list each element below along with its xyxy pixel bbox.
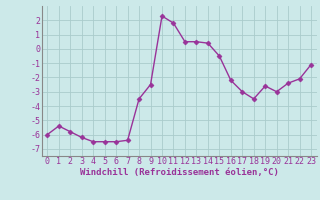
X-axis label: Windchill (Refroidissement éolien,°C): Windchill (Refroidissement éolien,°C)	[80, 168, 279, 177]
